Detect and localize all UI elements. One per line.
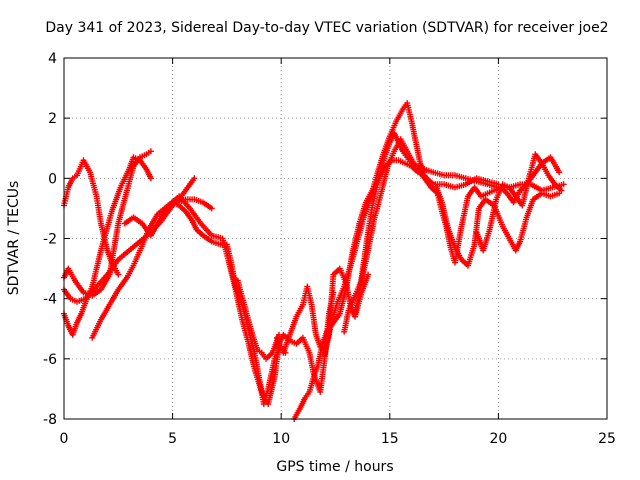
series-markers xyxy=(121,193,282,362)
chart-title: Day 341 of 2023, Sidereal Day-to-day VTE… xyxy=(45,20,608,36)
series-track-8 xyxy=(226,259,337,407)
x-tick-label: 25 xyxy=(598,431,616,447)
y-tick-label: -8 xyxy=(43,412,57,428)
y-tick-labels: -8 -6 -4 -2 0 2 4 xyxy=(43,51,57,428)
series-track-6 xyxy=(121,193,282,362)
x-tick-label: 10 xyxy=(272,431,290,447)
y-tick-label: -4 xyxy=(43,292,57,308)
y-axis-label: SDTVAR / TECUs xyxy=(6,181,22,296)
series-track-7 xyxy=(169,199,289,407)
series-markers xyxy=(226,259,337,407)
y-tick-label: 4 xyxy=(48,51,57,67)
y-tick-label: -6 xyxy=(43,352,57,368)
series-markers xyxy=(473,151,565,254)
y-tick-label: 0 xyxy=(48,171,57,187)
x-axis-label: GPS time / hours xyxy=(276,459,393,475)
series-track-16 xyxy=(473,151,565,254)
y-tick-label: 2 xyxy=(48,111,57,127)
series-markers xyxy=(169,199,289,407)
series-track-12 xyxy=(341,136,502,335)
x-tick-label: 0 xyxy=(60,431,69,447)
data-series xyxy=(61,100,567,422)
x-tick-label: 5 xyxy=(168,431,177,447)
x-tick-label: 20 xyxy=(489,431,507,447)
series-markers xyxy=(415,154,563,266)
grid xyxy=(64,58,607,419)
x-tick-label: 15 xyxy=(381,431,399,447)
series-track-14 xyxy=(415,154,563,266)
series-markers xyxy=(341,136,502,335)
plot-frame xyxy=(63,57,608,420)
x-tick-labels: 0 5 10 15 20 25 xyxy=(60,431,616,447)
y-tick-label: -2 xyxy=(43,232,57,248)
